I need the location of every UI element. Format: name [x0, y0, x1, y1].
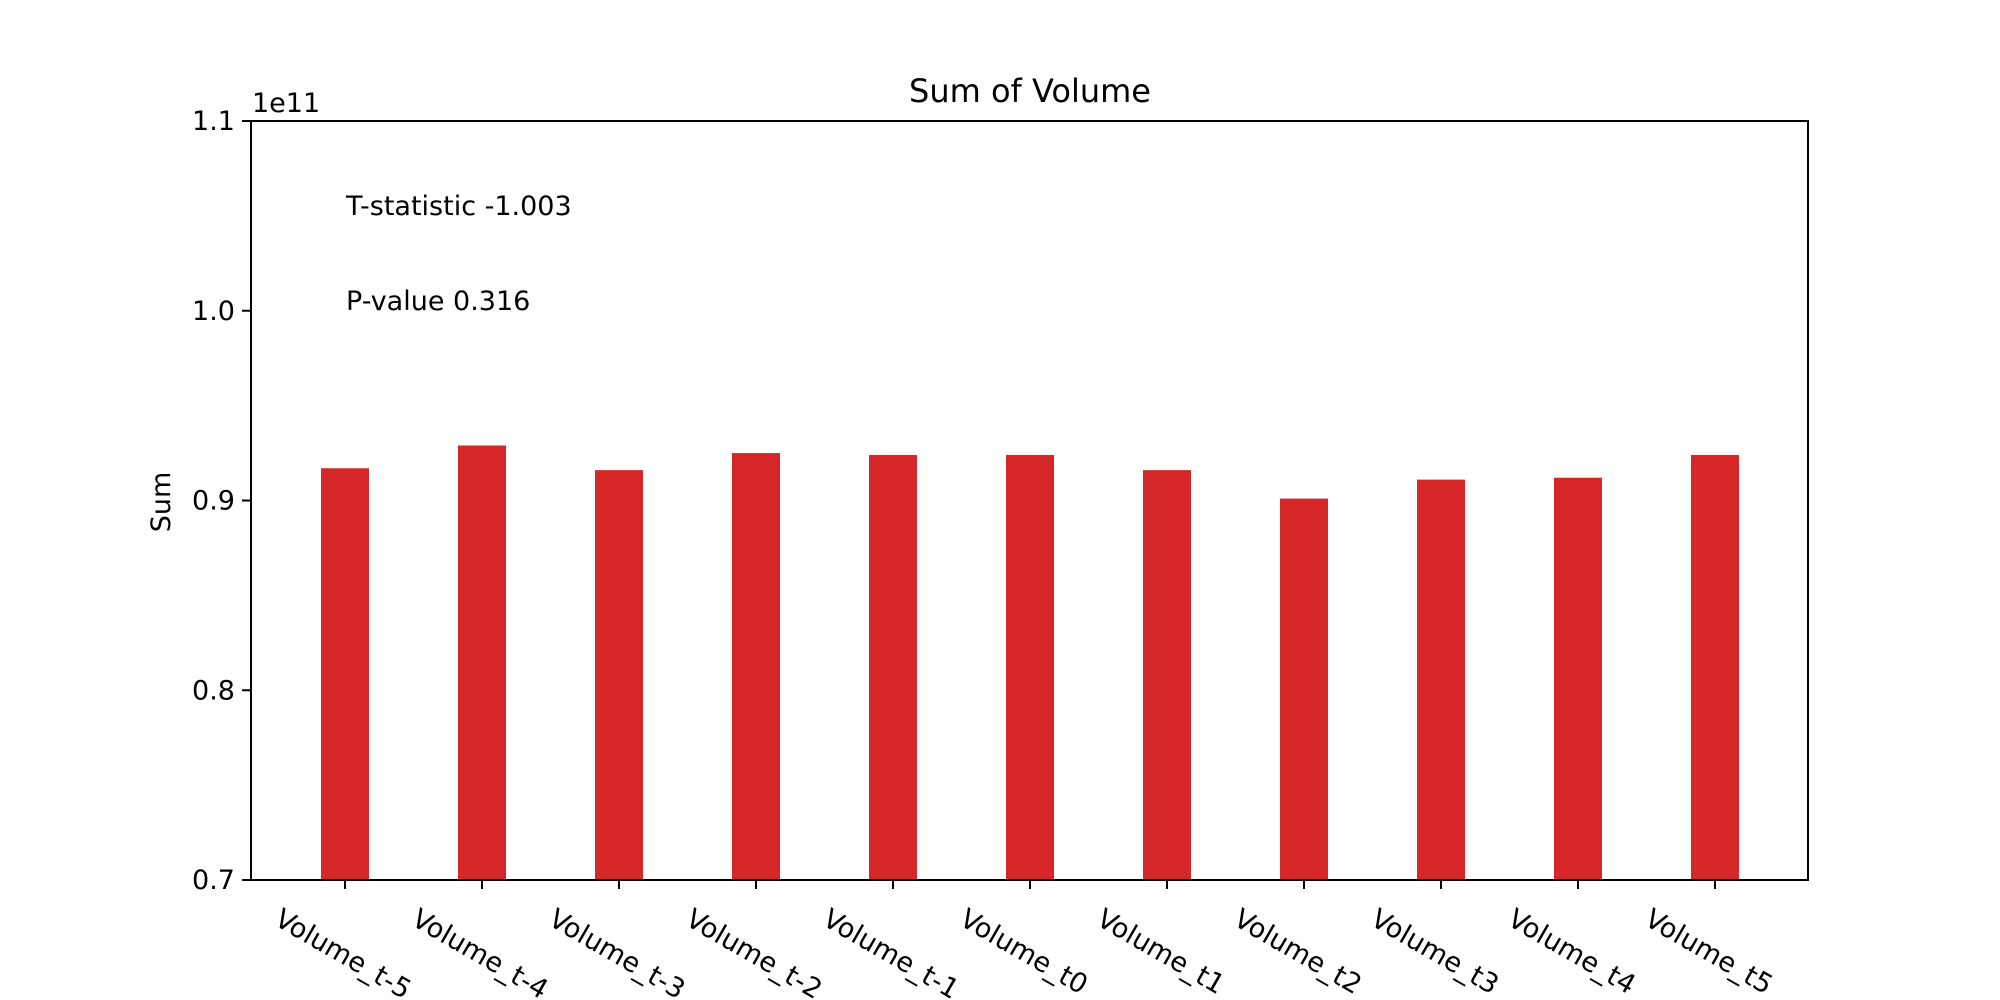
x-tick-label: Volume_t-1 — [818, 903, 965, 1000]
bar — [1280, 498, 1328, 880]
bar — [321, 468, 369, 880]
x-tick-label: Volume_t2 — [1229, 903, 1367, 1000]
y-tick-label: 1.1 — [192, 106, 235, 137]
t-statistic-annotation: T-statistic -1.003 — [345, 191, 572, 222]
x-tick-label: Volume_t-2 — [681, 903, 828, 1000]
x-tick-label: Volume_t-4 — [407, 903, 554, 1000]
y-offset-label: 1e11 — [252, 88, 320, 119]
y-axis-label: Sum — [146, 472, 177, 533]
chart-title: Sum of Volume — [909, 72, 1151, 110]
x-tick-label: Volume_t4 — [1503, 903, 1641, 1000]
bar — [458, 445, 506, 880]
bar-series — [321, 445, 1739, 880]
bar — [869, 454, 917, 880]
bar — [732, 453, 780, 880]
y-tick-label: 0.7 — [192, 865, 235, 896]
x-tick-label: Volume_t-5 — [270, 903, 417, 1000]
bar — [1143, 470, 1191, 880]
x-tick-label: Volume_t0 — [955, 903, 1093, 1000]
x-tick-label: Volume_t5 — [1640, 903, 1778, 1000]
x-axis: Volume_t-5Volume_t-4Volume_t-3Volume_t-2… — [270, 880, 1778, 1000]
bar — [1691, 454, 1739, 880]
x-tick-label: Volume_t1 — [1092, 903, 1230, 1000]
plot-frame — [250, 120, 1809, 881]
x-tick-label: Volume_t3 — [1366, 903, 1504, 1000]
bar — [1417, 479, 1465, 880]
y-tick-label: 0.9 — [192, 486, 235, 517]
y-tick-label: 1.0 — [192, 296, 235, 327]
bar — [1006, 454, 1054, 880]
y-tick-label: 0.8 — [192, 675, 235, 706]
p-value-annotation: P-value 0.316 — [346, 286, 530, 317]
y-axis: 0.7 0.8 0.9 1.0 1.1 — [192, 106, 251, 896]
bar — [1554, 477, 1602, 880]
bar — [595, 470, 643, 880]
x-tick-label: Volume_t-3 — [544, 903, 691, 1000]
